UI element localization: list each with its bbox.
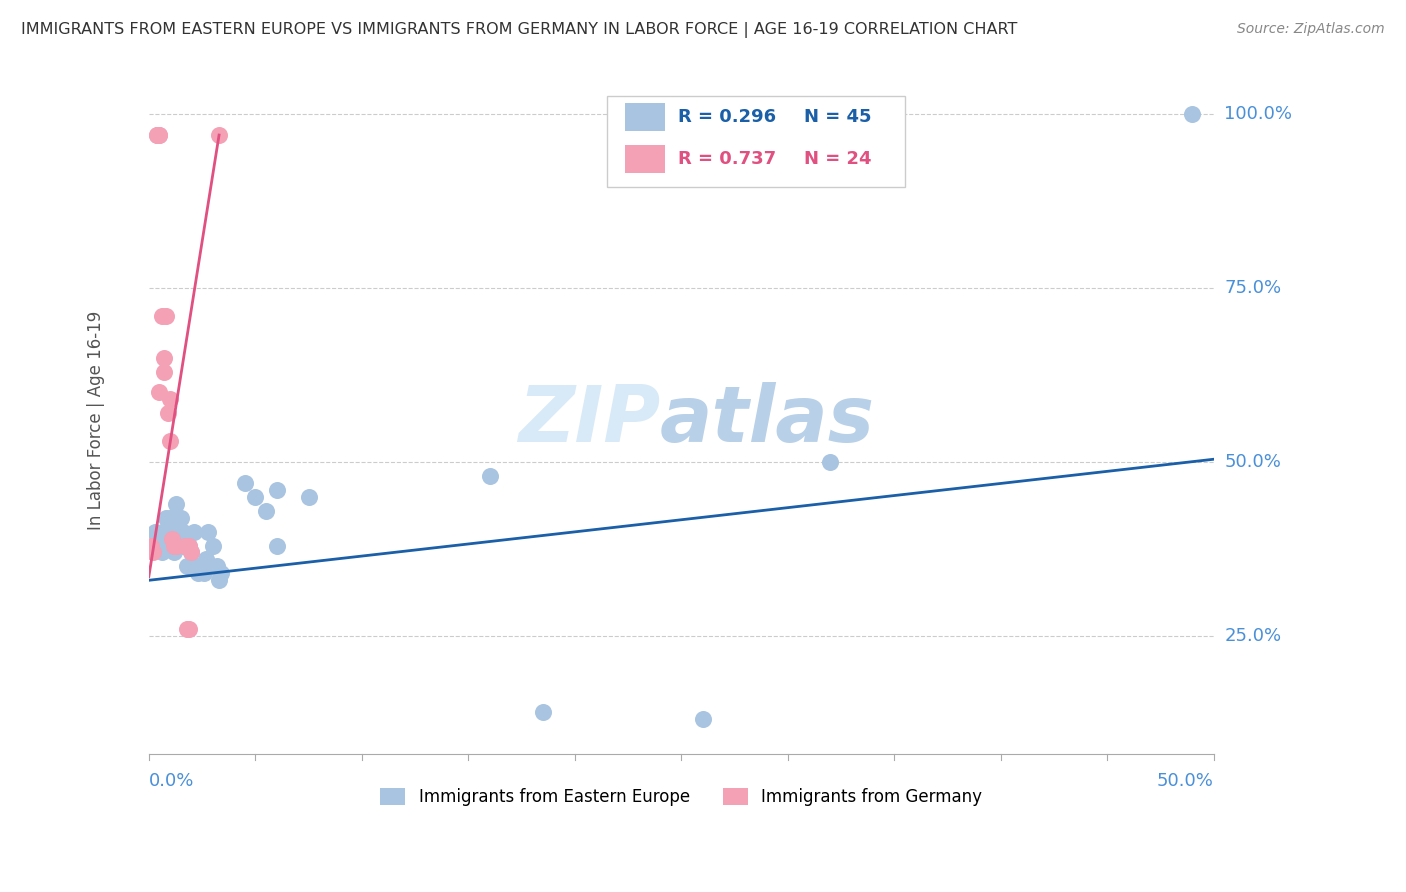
Point: [179, 539, 201, 553]
Point: [159, 524, 181, 539]
Point: [245, 490, 267, 504]
Point: [160, 532, 183, 546]
Text: Source: ZipAtlas.com: Source: ZipAtlas.com: [1237, 22, 1385, 37]
Point: [209, 566, 232, 581]
Point: [148, 539, 170, 553]
Point: [152, 365, 174, 379]
Point: [150, 524, 173, 539]
Point: [159, 434, 181, 449]
Point: [143, 524, 166, 539]
Point: [208, 128, 231, 142]
Text: In Labor Force | Age 16-19: In Labor Force | Age 16-19: [87, 310, 104, 530]
Point: [142, 539, 165, 553]
Text: ZIP: ZIP: [517, 383, 659, 458]
Bar: [624, 145, 665, 173]
Point: [163, 539, 186, 553]
Bar: [624, 103, 665, 131]
Point: [148, 128, 170, 142]
Point: [150, 309, 173, 323]
Text: 75.0%: 75.0%: [1225, 279, 1281, 297]
Text: IMMIGRANTS FROM EASTERN EUROPE VS IMMIGRANTS FROM GERMANY IN LABOR FORCE | AGE 1: IMMIGRANTS FROM EASTERN EUROPE VS IMMIGR…: [21, 22, 1018, 38]
Point: [478, 469, 501, 483]
Point: [148, 128, 170, 142]
Point: [193, 566, 215, 581]
Point: [142, 545, 165, 559]
Point: [176, 622, 198, 636]
Point: [180, 545, 202, 559]
Point: [297, 490, 319, 504]
Point: [150, 545, 173, 559]
Point: [166, 539, 188, 553]
Legend: Immigrants from Eastern Europe, Immigrants from Germany: Immigrants from Eastern Europe, Immigran…: [374, 781, 988, 813]
Point: [155, 309, 177, 323]
Point: [146, 128, 169, 142]
Point: [820, 455, 842, 469]
Point: [197, 524, 219, 539]
FancyBboxPatch shape: [607, 96, 905, 186]
Point: [170, 510, 193, 524]
Point: [187, 566, 209, 581]
Point: [174, 539, 197, 553]
Point: [146, 539, 169, 553]
Point: [266, 483, 288, 497]
Point: [174, 539, 197, 553]
Point: [191, 559, 214, 574]
Text: 50.0%: 50.0%: [1225, 453, 1281, 471]
Point: [152, 351, 174, 365]
Point: [205, 559, 228, 574]
Text: 0.0%: 0.0%: [149, 772, 194, 789]
Point: [188, 559, 211, 574]
Point: [166, 510, 188, 524]
Point: [233, 475, 256, 490]
Point: [156, 524, 179, 539]
Point: [176, 559, 198, 574]
Point: [195, 552, 218, 566]
Point: [159, 510, 181, 524]
Point: [254, 504, 277, 518]
Point: [180, 545, 202, 559]
Point: [208, 574, 231, 588]
Point: [172, 524, 194, 539]
Text: N = 24: N = 24: [804, 150, 872, 169]
Text: 100.0%: 100.0%: [1225, 105, 1292, 123]
Point: [152, 539, 174, 553]
Point: [166, 497, 188, 511]
Text: 25.0%: 25.0%: [1225, 627, 1281, 645]
Point: [156, 406, 179, 420]
Text: atlas: atlas: [659, 383, 875, 458]
Point: [201, 539, 224, 553]
Point: [531, 706, 554, 720]
Text: N = 45: N = 45: [804, 109, 872, 127]
Text: R = 0.737: R = 0.737: [678, 150, 776, 169]
Point: [148, 385, 170, 400]
Point: [163, 545, 186, 559]
Point: [146, 128, 169, 142]
Point: [155, 510, 177, 524]
Point: [179, 622, 201, 636]
Point: [179, 539, 201, 553]
Point: [166, 539, 188, 553]
Text: 50.0%: 50.0%: [1157, 772, 1213, 789]
Point: [167, 524, 190, 539]
Point: [183, 524, 205, 539]
Point: [170, 539, 193, 553]
Point: [159, 392, 181, 407]
Text: R = 0.296: R = 0.296: [678, 109, 776, 127]
Point: [184, 559, 207, 574]
Point: [160, 539, 183, 553]
Point: [1181, 107, 1204, 121]
Point: [139, 539, 162, 553]
Point: [266, 539, 288, 553]
Point: [692, 713, 714, 727]
